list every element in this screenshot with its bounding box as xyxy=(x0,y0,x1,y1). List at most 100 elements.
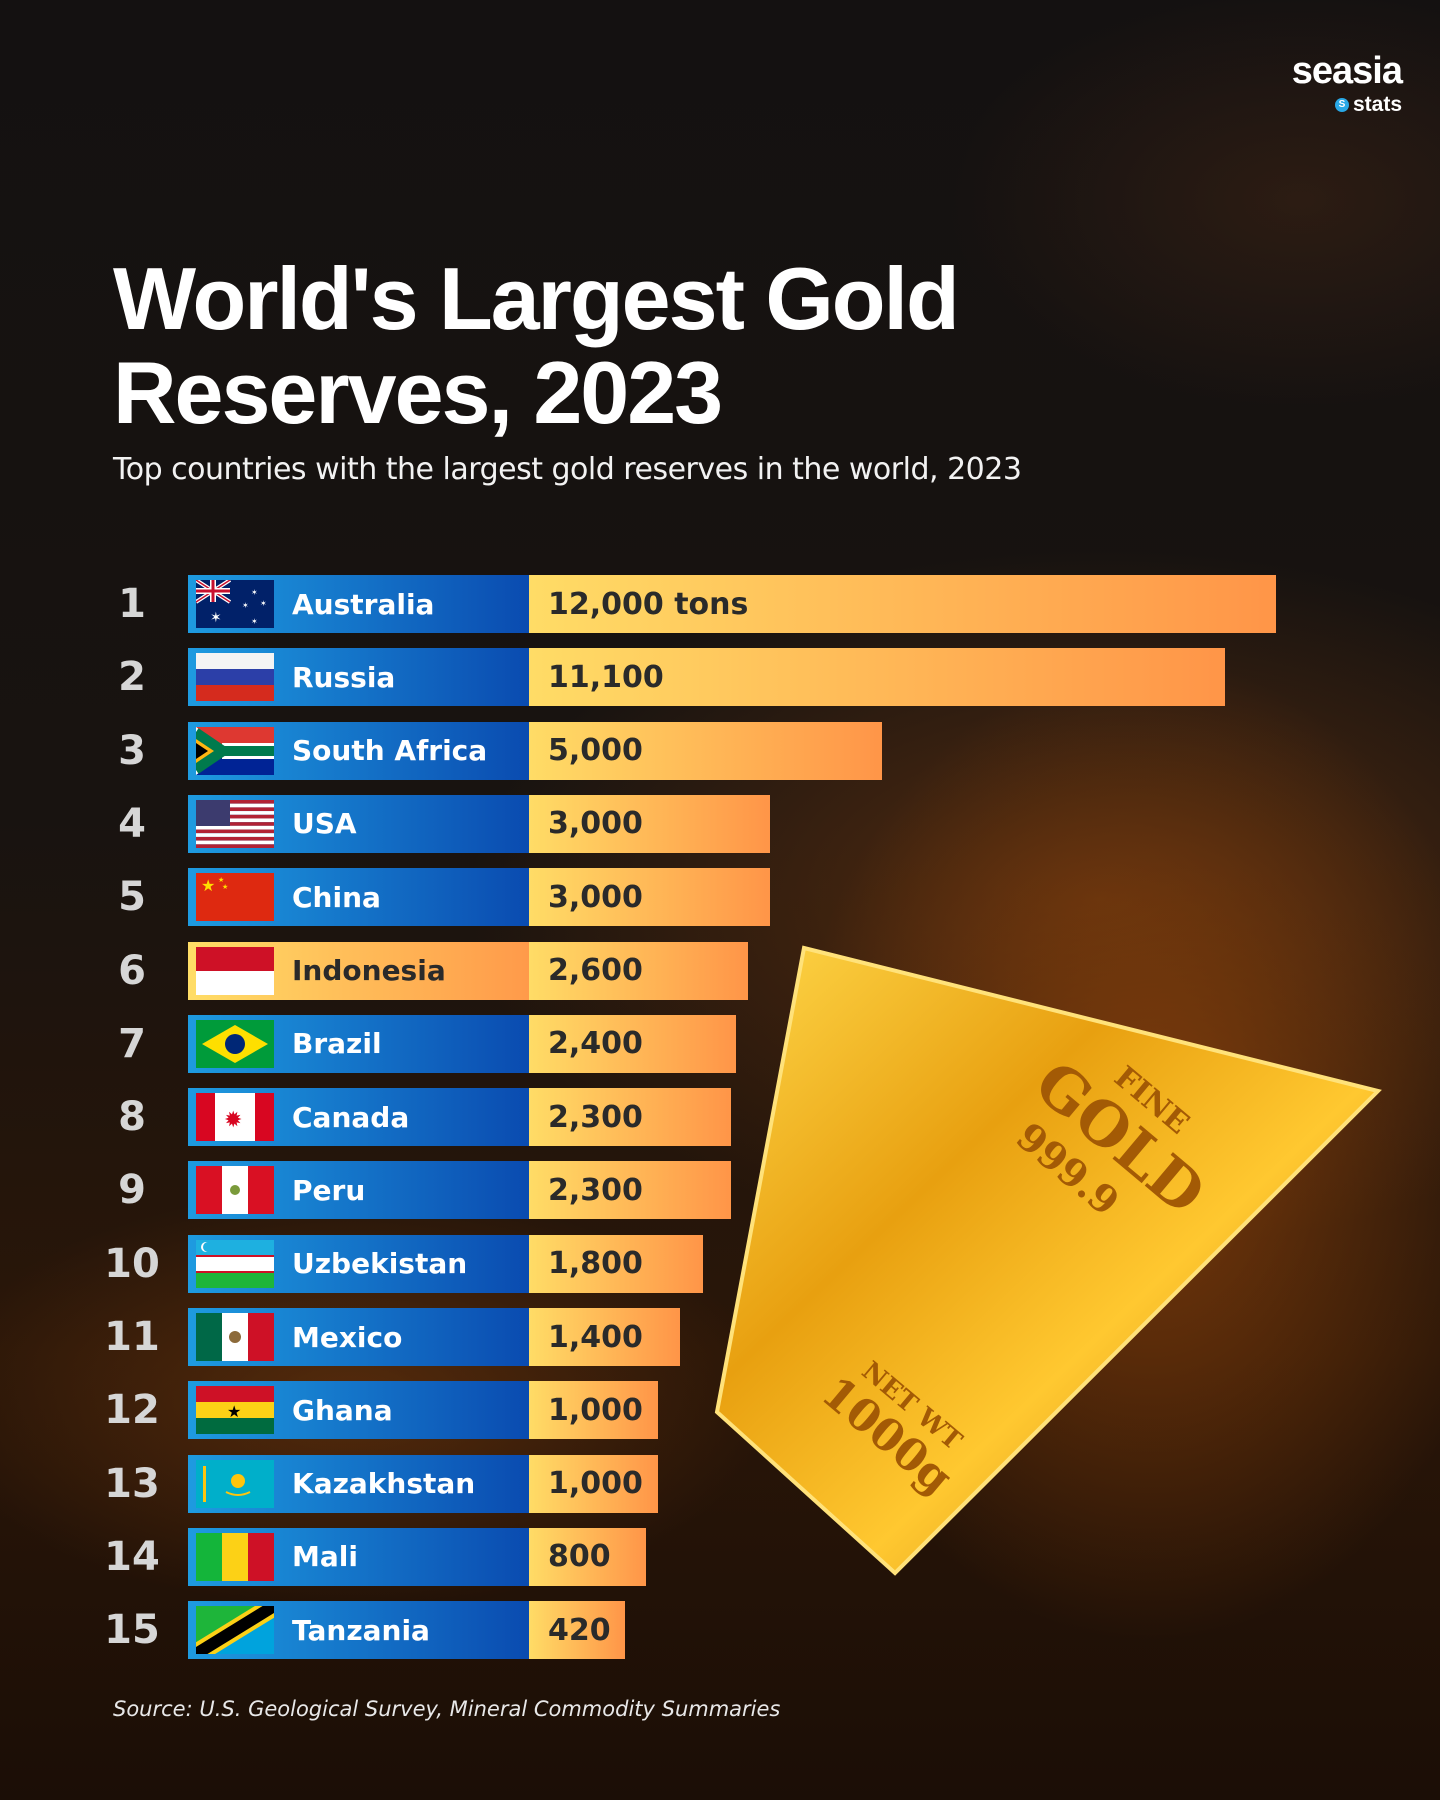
subtitle: Top countries with the largest gold rese… xyxy=(113,452,1022,487)
value-label: 1,400 xyxy=(548,1319,643,1355)
bar-row-ghana: ★ Ghana 1,000 xyxy=(188,1381,658,1440)
logo-brand: seasia xyxy=(1291,50,1403,92)
rank-number: 4 xyxy=(118,800,146,847)
rank-number: 3 xyxy=(118,727,146,774)
rank-number: 6 xyxy=(118,947,146,994)
country-name: Australia xyxy=(292,587,435,621)
south-africa-flag-icon xyxy=(196,726,274,775)
country-name: Canada xyxy=(292,1100,410,1134)
rank-number: 2 xyxy=(118,654,146,701)
bar-row-south-africa: South Africa 5,000 xyxy=(188,721,883,780)
value-bar: 420 xyxy=(529,1601,625,1660)
tanzania-flag-icon xyxy=(196,1606,274,1655)
value-label: 420 xyxy=(548,1612,611,1648)
country-name: USA xyxy=(292,807,357,841)
country-label-box: Mexico xyxy=(188,1308,529,1366)
value-bar: 1,000 xyxy=(529,1381,658,1440)
rank-number: 7 xyxy=(118,1020,146,1067)
bar-row-mali: Mali 800 xyxy=(188,1527,647,1586)
canada-flag-icon: ✹ xyxy=(196,1093,274,1142)
country-name: Uzbekistan xyxy=(292,1247,468,1281)
country-name: Kazakhstan xyxy=(292,1467,476,1501)
svg-text:★: ★ xyxy=(218,876,224,884)
svg-text:★: ★ xyxy=(222,883,228,891)
rank-number: 8 xyxy=(118,1094,146,1141)
value-label: 3,000 xyxy=(548,806,643,842)
value-label: 2,400 xyxy=(548,1026,643,1062)
bar-row-tanzania: Tanzania 420 xyxy=(188,1601,625,1660)
value-bar: 12,000 tons xyxy=(529,575,1276,633)
bar-row-uzbekistan: Uzbekistan 1,800 xyxy=(188,1234,703,1293)
svg-text:✶: ✶ xyxy=(251,617,258,626)
rank-number: 5 xyxy=(118,874,146,921)
russia-flag-icon xyxy=(196,653,274,702)
svg-text:✹: ✹ xyxy=(224,1108,242,1133)
country-name: Peru xyxy=(292,1173,366,1207)
bar-row-russia: Russia 11,100 xyxy=(188,648,1226,707)
rank-number: 10 xyxy=(104,1240,160,1287)
value-bar: 2,600 xyxy=(529,941,748,1000)
kazakhstan-flag-icon xyxy=(196,1459,274,1508)
country-label-box: Kazakhstan xyxy=(188,1454,529,1513)
country-label-box: ★ Ghana xyxy=(188,1381,529,1440)
value-bar: 1,400 xyxy=(529,1308,681,1366)
value-bar: 1,800 xyxy=(529,1234,703,1293)
value-bar: 800 xyxy=(529,1527,647,1586)
rank-number: 15 xyxy=(104,1607,160,1654)
country-label-box: Brazil xyxy=(188,1014,529,1073)
value-label: 2,600 xyxy=(548,953,643,988)
value-bar: 11,100 xyxy=(529,648,1226,707)
indonesia-flag-icon xyxy=(196,946,274,995)
svg-text:✶: ✶ xyxy=(251,588,258,597)
country-name: Mexico xyxy=(292,1320,403,1354)
country-name: Mali xyxy=(292,1540,358,1574)
country-label-box: ✹ Canada xyxy=(188,1088,529,1147)
value-bar: 3,000 xyxy=(529,868,771,927)
rank-number: 9 xyxy=(118,1167,146,1214)
page-title: World's Largest Gold Reserves, 2023 xyxy=(113,252,960,442)
logo-s-icon: S xyxy=(1334,97,1349,112)
peru-flag-icon xyxy=(196,1166,274,1215)
usa-flag-icon xyxy=(196,799,274,848)
country-name: Ghana xyxy=(292,1393,393,1427)
source-note: Source: U.S. Geological Survey, Mineral … xyxy=(113,1697,781,1721)
value-label: 1,000 xyxy=(548,1392,643,1428)
bar-row-australia: ✶ ✶ ✶ ✶ ✶ Australia 12,000 tons xyxy=(188,575,1276,633)
china-flag-icon: ★ ★★ xyxy=(196,873,274,922)
value-label: 3,000 xyxy=(548,879,643,915)
bar-row-kazakhstan: Kazakhstan 1,000 xyxy=(188,1454,658,1513)
title-line-2: Reserves, 2023 xyxy=(113,343,723,442)
value-label: 12,000 tons xyxy=(548,586,749,622)
country-label-box: Russia xyxy=(188,648,529,707)
country-name: Tanzania xyxy=(292,1613,430,1647)
rank-number: 1 xyxy=(118,581,146,627)
mexico-flag-icon xyxy=(196,1313,274,1361)
brazil-flag-icon xyxy=(196,1019,274,1068)
country-label-box: Indonesia xyxy=(188,941,529,1000)
country-label-box: ✶ ✶ ✶ ✶ ✶ Australia xyxy=(188,575,529,633)
rank-number: 14 xyxy=(104,1533,160,1580)
country-label-box: USA xyxy=(188,794,529,853)
rank-number: 13 xyxy=(104,1460,160,1507)
value-label: 800 xyxy=(548,1539,611,1575)
country-name: South Africa xyxy=(292,734,488,768)
value-bar: 2,300 xyxy=(529,1161,731,1220)
value-bar: 5,000 xyxy=(529,721,883,780)
value-bar: 1,000 xyxy=(529,1454,658,1513)
country-label-box: Peru xyxy=(188,1161,529,1220)
svg-text:✶: ✶ xyxy=(210,610,222,626)
bar-row-usa: USA 3,000 xyxy=(188,794,771,853)
country-name: Brazil xyxy=(292,1027,382,1061)
country-label-box: ★ ★ ★ China xyxy=(188,868,529,927)
ghana-flag-icon: ★ xyxy=(196,1386,274,1435)
svg-text:★: ★ xyxy=(201,876,215,895)
value-bar: 2,400 xyxy=(529,1014,737,1073)
value-label: 1,800 xyxy=(548,1246,643,1282)
value-label: 5,000 xyxy=(548,733,643,769)
value-bar: 2,300 xyxy=(529,1088,731,1147)
svg-text:★: ★ xyxy=(227,1402,241,1421)
country-label-box: Tanzania xyxy=(188,1601,529,1660)
bar-row-peru: Peru 2,300 xyxy=(188,1161,731,1220)
